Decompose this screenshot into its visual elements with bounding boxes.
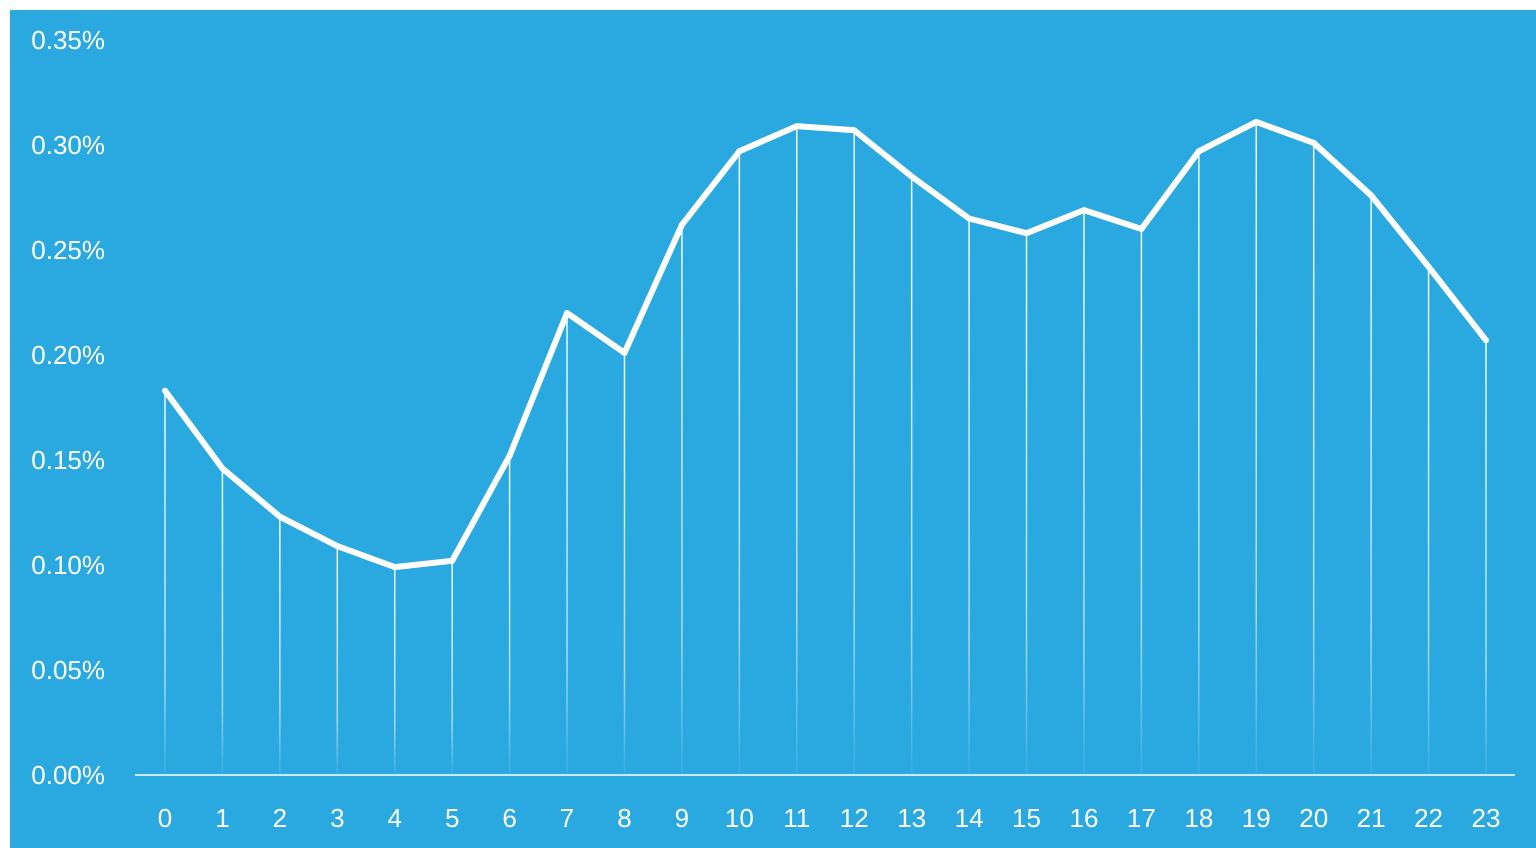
x-tick-label: 5	[445, 803, 459, 833]
data-point	[851, 127, 858, 134]
data-point	[276, 513, 283, 520]
x-tick-label: 23	[1472, 803, 1501, 833]
drop-line	[451, 560, 453, 775]
drop-line	[164, 390, 166, 775]
drop-line	[1485, 340, 1487, 775]
data-point	[966, 215, 973, 222]
drop-line	[1140, 229, 1143, 775]
y-tick-label: 0.15%	[31, 445, 105, 475]
drop-line	[336, 546, 339, 775]
drop-line	[1025, 233, 1028, 775]
x-tick-label: 2	[273, 803, 287, 833]
x-tick-label: 1	[215, 803, 229, 833]
x-tick-label: 13	[897, 803, 926, 833]
data-point	[1253, 118, 1260, 125]
y-tick-label: 0.35%	[31, 25, 105, 55]
drop-line	[1255, 121, 1258, 775]
data-point	[449, 557, 456, 564]
drop-line	[279, 516, 281, 775]
x-tick-label: 6	[502, 803, 516, 833]
x-tick-label: 7	[560, 803, 574, 833]
y-axis-tick-labels: 0.00% 0.05% 0.10% 0.15% 0.20% 0.25% 0.30% 0.35%	[31, 25, 105, 790]
y-tick-label: 0.20%	[31, 340, 105, 370]
y-tick-label: 0.10%	[31, 550, 105, 580]
drop-line	[681, 224, 683, 776]
drop-line	[566, 313, 568, 775]
data-point	[1138, 226, 1145, 232]
series-line	[162, 118, 1489, 571]
data-point	[1310, 139, 1317, 146]
data-point	[564, 310, 571, 316]
y-tick-label: 0.00%	[31, 760, 105, 790]
x-tick-label: 19	[1242, 803, 1271, 833]
data-point	[736, 148, 743, 155]
x-tick-label: 20	[1299, 803, 1328, 833]
x-tick-label: 12	[840, 803, 869, 833]
x-tick-label: 10	[725, 803, 754, 833]
drop-line	[508, 455, 511, 775]
x-tick-label: 15	[1012, 803, 1041, 833]
drop-line	[393, 567, 396, 775]
data-point	[1483, 337, 1489, 344]
x-tick-label: 0	[158, 803, 172, 833]
y-tick-label: 0.30%	[31, 130, 105, 160]
drop-line	[1198, 151, 1200, 776]
data-point	[908, 173, 915, 180]
data-point	[391, 564, 398, 571]
drop-line	[910, 176, 913, 775]
data-point	[162, 387, 168, 394]
data-point	[1080, 207, 1087, 214]
data-point	[1195, 148, 1202, 155]
drop-line	[221, 468, 224, 775]
drop-line	[968, 218, 970, 775]
drop-line	[738, 151, 741, 776]
drop-line	[1427, 266, 1430, 775]
drop-line	[623, 352, 626, 775]
x-tick-label: 3	[330, 803, 344, 833]
data-point	[334, 543, 341, 550]
data-point	[1425, 263, 1432, 270]
y-tick-label: 0.25%	[31, 235, 105, 265]
x-axis-tick-labels: 0 1 2 3 4 5 6 7 8 9 10 11 12 13 14 15 16 17 18 19 20 21 22 23	[158, 803, 1501, 833]
chart-background	[10, 10, 1536, 848]
x-tick-label: 8	[617, 803, 631, 833]
x-tick-label: 18	[1184, 803, 1213, 833]
x-tick-label: 4	[388, 803, 402, 833]
data-point	[621, 349, 628, 356]
data-point	[506, 452, 513, 459]
x-tick-label: 11	[783, 803, 810, 833]
drop-line	[1312, 142, 1315, 775]
x-tick-label: 16	[1069, 803, 1098, 833]
data-points	[162, 118, 1489, 571]
x-tick-label: 21	[1357, 803, 1386, 833]
x-tick-label: 9	[675, 803, 689, 833]
drop-line	[1370, 195, 1372, 775]
data-point	[1023, 230, 1030, 237]
y-tick-label: 0.05%	[31, 655, 105, 685]
data-point	[1368, 192, 1375, 199]
drop-line	[796, 126, 798, 776]
x-tick-label: 17	[1127, 803, 1156, 833]
drop-lines	[164, 121, 1487, 776]
data-point	[678, 221, 685, 228]
x-tick-label: 14	[955, 803, 984, 833]
data-point	[793, 123, 800, 130]
drop-line	[853, 130, 855, 776]
drop-line	[1083, 210, 1085, 776]
x-tick-label: 22	[1414, 803, 1443, 833]
data-point	[219, 465, 226, 472]
